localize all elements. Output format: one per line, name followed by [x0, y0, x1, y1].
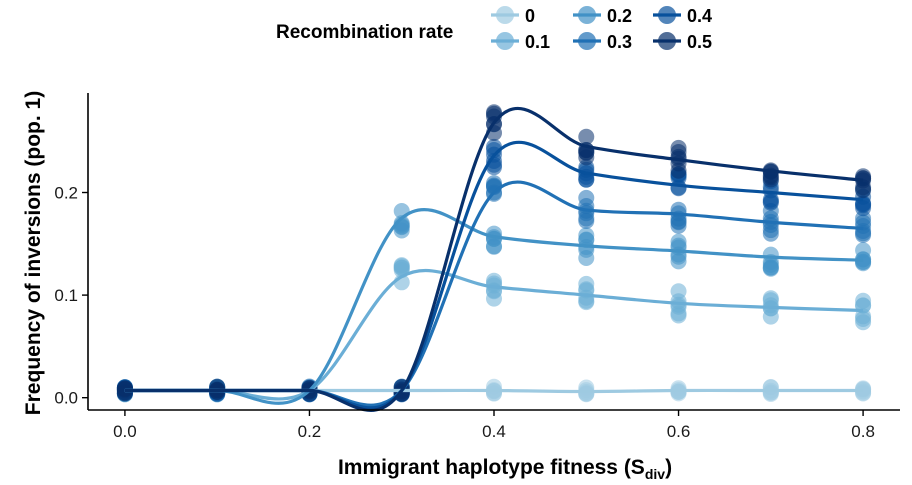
- data-point: [393, 222, 410, 239]
- data-point: [762, 308, 779, 325]
- legend-title: Recombination rate: [276, 22, 453, 43]
- data-point: [855, 222, 872, 239]
- data-point: [578, 385, 595, 402]
- legend-item-0.5: 0.5: [653, 32, 712, 52]
- series-line-0.5: [124, 106, 864, 412]
- x-axis-label-subscript: div: [645, 466, 665, 482]
- data-point: [762, 222, 779, 239]
- data-point: [855, 182, 872, 199]
- data-point: [578, 210, 595, 227]
- legend-label: 0.1: [525, 32, 550, 52]
- plot-area: [116, 104, 872, 412]
- legend-key-dot: [496, 32, 514, 50]
- x-tick-label: 0.0: [113, 422, 137, 441]
- legend-item-0.4: 0.4: [653, 6, 712, 26]
- data-point: [762, 193, 779, 210]
- data-point: [578, 275, 595, 292]
- data-point: [670, 162, 687, 179]
- data-point: [670, 217, 687, 234]
- legend: Recombination rate 0 0.1 0.2 0.3 0.4 0.5: [276, 6, 712, 52]
- legend-item-0.3: 0.3: [573, 32, 632, 52]
- y-tick-label: 0.1: [54, 286, 78, 305]
- x-tick-label: 0.4: [482, 422, 506, 441]
- series-line-0.1: [124, 268, 864, 401]
- legend-item-0: 0: [491, 6, 535, 26]
- y-axis-label: Frequency of inversions (pop. 1): [22, 91, 45, 415]
- legend-key-dot: [496, 6, 514, 24]
- legend-item-0.1: 0.1: [491, 32, 550, 52]
- x-tick-label: 0.8: [851, 422, 875, 441]
- x-tick-label: 0.2: [298, 422, 322, 441]
- legend-item-0.2: 0.2: [573, 6, 632, 26]
- data-point: [393, 259, 410, 276]
- data-point: [670, 283, 687, 300]
- y-tick-label: 0.0: [54, 389, 78, 408]
- data-point: [855, 310, 872, 327]
- x-axis-label: Immigrant haplotype fitness (Sdiv): [338, 456, 672, 482]
- legend-label: 0.3: [607, 32, 632, 52]
- legend-label: 0.2: [607, 6, 632, 26]
- data-point: [855, 254, 872, 271]
- data-point: [578, 128, 595, 145]
- axes: 0.0 0.2 0.4 0.6 0.8 0.0 0.1 0.2: [54, 93, 900, 441]
- y-tick-label: 0.2: [54, 184, 78, 203]
- data-point: [855, 200, 872, 217]
- data-point: [578, 227, 595, 244]
- legend-key-dot: [578, 6, 596, 24]
- data-point: [762, 260, 779, 277]
- x-tick-label: 0.6: [667, 422, 691, 441]
- legend-key-dot: [658, 32, 676, 50]
- data-point: [855, 384, 872, 401]
- legend-key-dot: [578, 32, 596, 50]
- data-point: [762, 246, 779, 263]
- data-point: [670, 305, 687, 322]
- data-point: [670, 253, 687, 270]
- x-axis-label-main: Immigrant haplotype fitness (S: [338, 456, 645, 479]
- legend-label: 0.5: [687, 32, 712, 52]
- legend-label: 0: [525, 6, 535, 26]
- x-axis-label-close: ): [665, 456, 672, 479]
- data-point: [762, 292, 779, 309]
- data-point: [762, 384, 779, 401]
- legend-key-dot: [658, 6, 676, 24]
- data-point: [116, 380, 133, 397]
- legend-label: 0.4: [687, 6, 712, 26]
- data-point: [486, 153, 502, 170]
- data-point: [670, 233, 687, 250]
